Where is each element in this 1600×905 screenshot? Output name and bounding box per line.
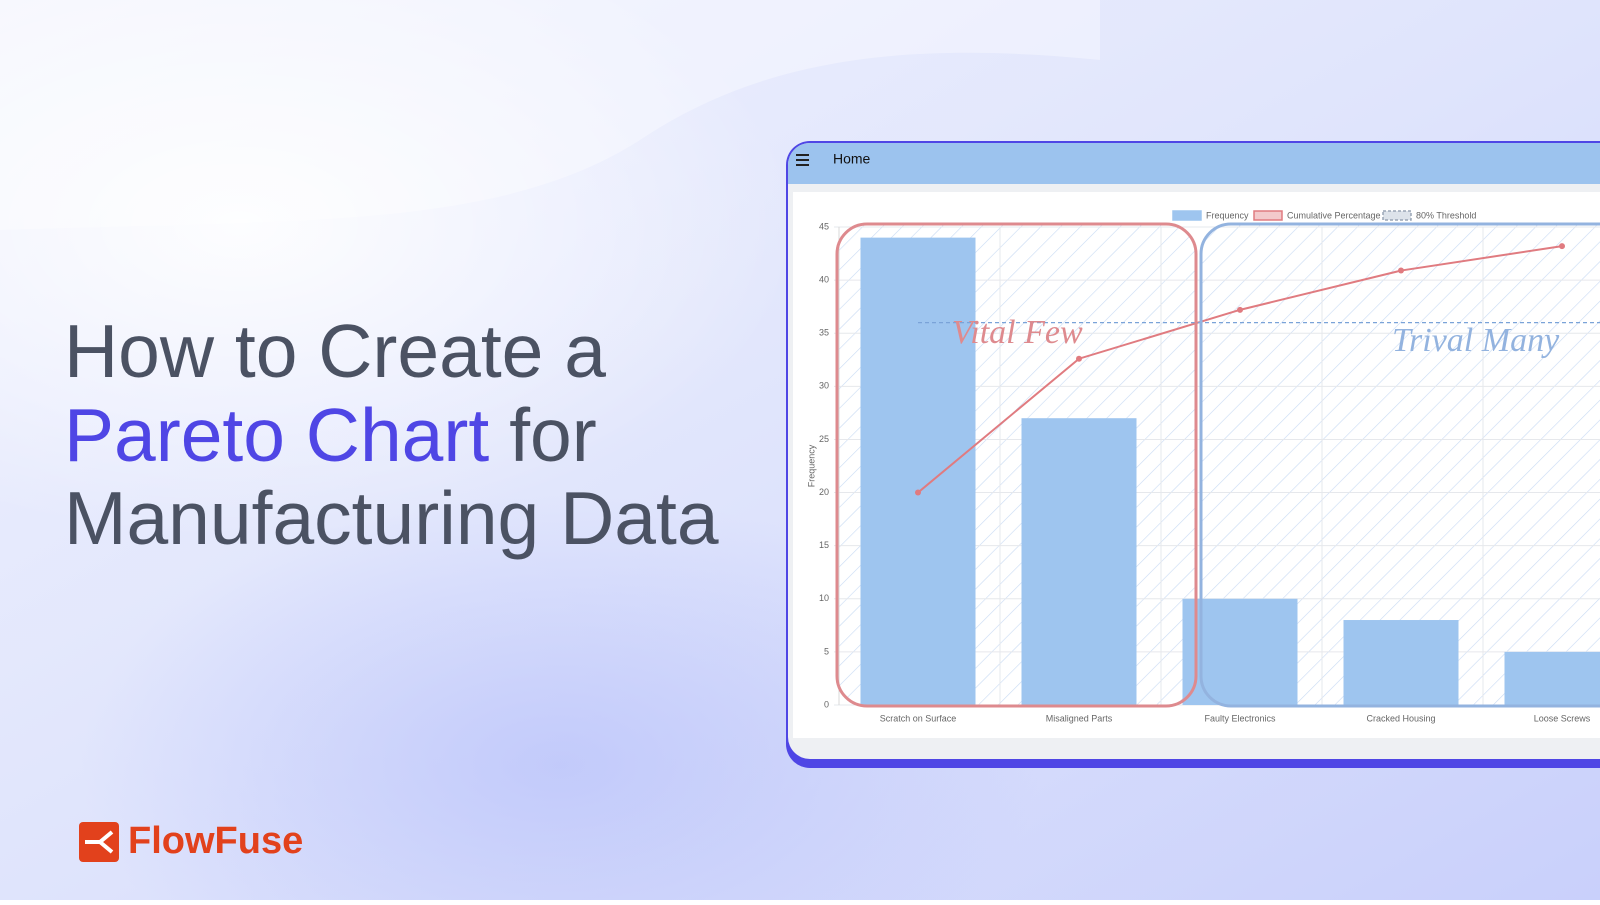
x-tick-label: Misaligned Parts [1046, 713, 1113, 723]
line-point [915, 490, 921, 496]
bar [1505, 652, 1600, 705]
legend-label: Frequency [1206, 210, 1249, 220]
y-tick-label: 30 [819, 381, 829, 391]
x-tick-label: Scratch on Surface [880, 713, 957, 723]
y-tick-label: 10 [819, 593, 829, 603]
chart: 0 5 10 15 20 25 30 35 40 45 Frequency Scratch on Su… [806, 210, 1600, 723]
app-header [788, 143, 1600, 184]
line-point [1076, 356, 1082, 362]
legend-label: 80% Threshold [1416, 210, 1476, 220]
y-tick-label: 0 [824, 699, 829, 709]
headline-line: for [509, 393, 597, 477]
y-tick-label: 35 [819, 328, 829, 338]
y-axis-label: Frequency [806, 444, 816, 487]
bar [861, 238, 976, 705]
x-tick-label: Loose Screws [1534, 713, 1591, 723]
y-tick-label: 15 [819, 540, 829, 550]
legend-swatch [1254, 211, 1282, 220]
y-tick-label: 20 [819, 487, 829, 497]
headline-line: Manufacturing Data [64, 476, 719, 560]
app-title: Home [833, 151, 871, 167]
legend-swatch [1383, 211, 1411, 220]
y-tick-label: 5 [824, 646, 829, 656]
headline: Manufacturing Data [64, 476, 719, 560]
headline-highlight: Pareto Chart [64, 393, 489, 477]
y-tick-label: 25 [819, 434, 829, 444]
bar [1022, 418, 1137, 705]
x-tick-label: Cracked Housing [1366, 713, 1435, 723]
annotation: Trival Many [1392, 322, 1560, 359]
legend-label: Cumulative Percentage [1287, 210, 1381, 220]
line-point [1237, 307, 1243, 313]
headline: How to Create a [64, 309, 606, 393]
line-point [1559, 243, 1565, 249]
brand: FlowFuse [128, 820, 303, 862]
x-tick-label: Faulty Electronics [1204, 713, 1276, 723]
y-tick-label: 40 [819, 274, 829, 284]
headline-line: How to Create a [64, 309, 606, 393]
legend-swatch [1173, 211, 1201, 220]
line-point [1398, 268, 1404, 274]
annotation: Vital Few [952, 314, 1083, 351]
bar [1344, 620, 1459, 705]
y-tick-label: 45 [819, 221, 829, 231]
